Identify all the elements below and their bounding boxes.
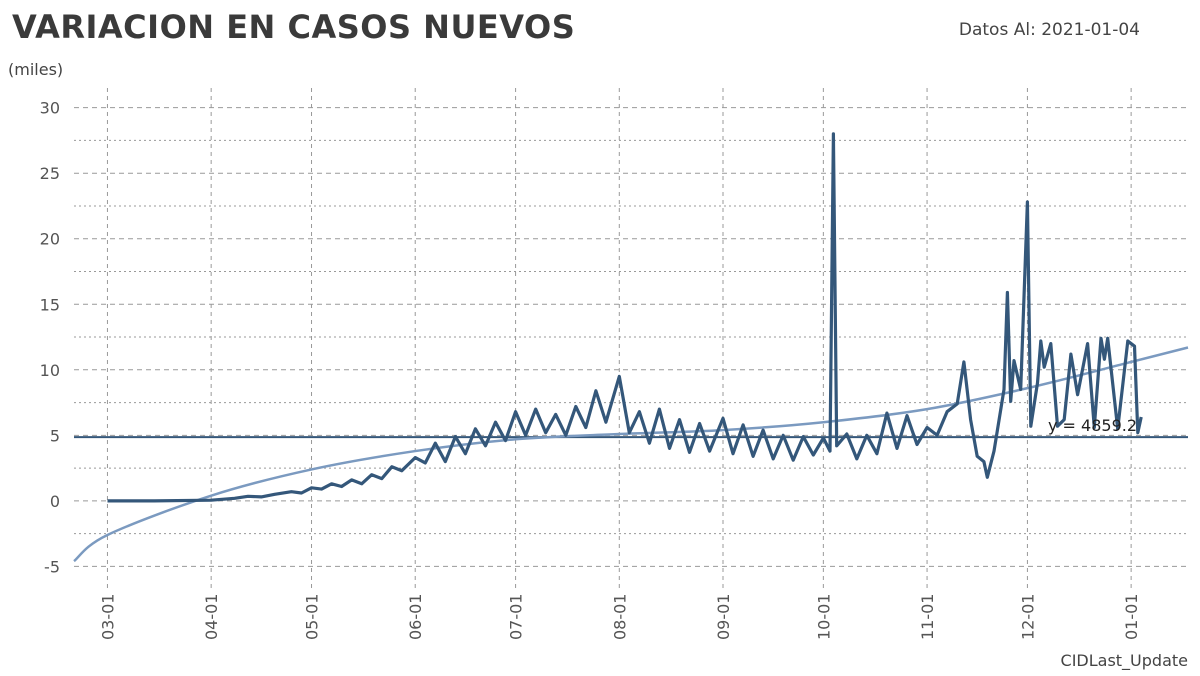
x-tick-label: 07-01 (507, 594, 526, 641)
x-tick-label: 01-01 (1122, 594, 1141, 641)
y-tick-label: 5 (50, 426, 60, 445)
y-tick-label: 25 (40, 164, 60, 183)
y-tick-label: 0 (50, 492, 60, 511)
annotation-layer: y = 4859.2 (1048, 416, 1137, 435)
x-tick-label: 10-01 (814, 594, 833, 641)
y-tick-label: 30 (40, 99, 60, 118)
trend-line (73, 346, 1189, 563)
y-tick-label: -5 (44, 557, 60, 576)
series-line-new-cases (107, 132, 1143, 503)
x-tick-label: 12-01 (1018, 594, 1037, 641)
x-tick-label: 11-01 (918, 594, 937, 641)
reference-line-label: y = 4859.2 (1048, 416, 1137, 435)
x-tick-label: 08-01 (610, 594, 629, 641)
data-date-label: Datos Al: 2021-01-04 (958, 20, 1140, 40)
x-axis: 03-01 04-01 05-01 06-01 07-01 08-01 09-01 10-01… (98, 594, 1141, 641)
x-tick-label: 06-01 (406, 594, 425, 641)
x-tick-label: 05-01 (303, 594, 322, 641)
series-layer (73, 132, 1189, 563)
y-tick-label: 20 (40, 230, 60, 249)
grid-layer (74, 88, 1188, 590)
y-axis: -5 0 5 10 15 20 25 30 (40, 99, 60, 577)
x-tick-label: 03-01 (98, 594, 117, 641)
chart-title: VARIACION EN CASOS NUEVOS (12, 8, 576, 46)
last-update-label: CIDLast_Update (1060, 651, 1188, 670)
x-tick-label: 04-01 (202, 594, 221, 641)
y-tick-label: 10 (40, 361, 60, 380)
x-tick-label: 09-01 (714, 594, 733, 641)
y-tick-label: 15 (40, 295, 60, 314)
y-unit-label: (miles) (8, 60, 64, 79)
